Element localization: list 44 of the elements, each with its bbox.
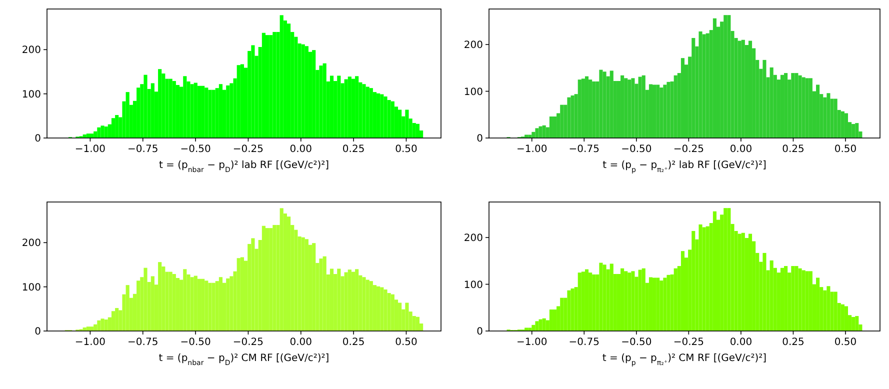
x-tick-label: −0.25 xyxy=(232,337,264,348)
x-tick-label: −0.75 xyxy=(128,144,158,155)
x-tick-label: 0.50 xyxy=(395,144,418,155)
x-tick-label: −0.75 xyxy=(568,144,600,155)
x-tick-label: 0.50 xyxy=(834,144,857,155)
x-tick-label: 0.00 xyxy=(730,144,752,155)
x-axis-title: t = (p$_{p}$ − p$_{π₂⁺}$)² CM RF [(GeV/c²)²] xyxy=(602,353,767,367)
y-tick-label: 200 xyxy=(22,45,41,56)
x-tick-label: −1.00 xyxy=(516,144,548,155)
x-tick-label: −0.25 xyxy=(673,337,704,348)
x-tick-label: 0.25 xyxy=(342,337,365,348)
x-tick-label: 0.25 xyxy=(342,144,365,155)
x-tick-label: −0.50 xyxy=(180,337,211,348)
x-tick-label: −0.75 xyxy=(568,337,600,348)
x-tick-label: 0.50 xyxy=(395,337,418,348)
y-tick-label: 0 xyxy=(34,134,41,144)
x-tick-label: 0.00 xyxy=(730,337,752,348)
x-tick-label: 0.25 xyxy=(782,337,804,348)
y-tick-label: 100 xyxy=(464,86,483,98)
x-tick-label: 0.00 xyxy=(290,144,312,155)
y-tick-label: 200 xyxy=(464,40,483,52)
x-tick-label: 0.00 xyxy=(290,337,312,348)
x-tick-label: −0.25 xyxy=(673,144,704,155)
y-tick-label: 0 xyxy=(476,326,483,338)
x-tick-label: −1.00 xyxy=(74,337,106,348)
x-tick-label: −0.50 xyxy=(180,144,211,155)
x-tick-label: −0.50 xyxy=(621,337,652,348)
x-tick-label: −0.50 xyxy=(621,144,652,155)
y-tick-label: 200 xyxy=(22,238,41,250)
y-tick-label: 100 xyxy=(464,280,483,291)
x-axis-title: t = (p$_{nbar}$ − p$_{D}$)² lab RF [(GeV/c²)²] xyxy=(158,160,330,174)
y-tick-label: 200 xyxy=(464,233,483,244)
y-tick-label: 100 xyxy=(22,89,41,100)
y-tick-label: 0 xyxy=(476,134,483,144)
x-tick-label: −0.75 xyxy=(128,337,158,348)
x-tick-label: −1.00 xyxy=(74,144,106,155)
x-axis-title: t = (p$_{nbar}$ − p$_{D}$)² CM RF [(GeV/c²)²] xyxy=(158,353,330,367)
x-axis-title: t = (p$_{p}$ − p$_{π₂⁺}$)² lab RF [(GeV/c²)²] xyxy=(602,160,766,174)
x-tick-label: −1.00 xyxy=(516,337,548,348)
y-tick-label: 100 xyxy=(22,282,41,294)
y-tick-label: 0 xyxy=(34,326,41,338)
x-tick-label: −0.25 xyxy=(232,144,264,155)
x-tick-label: 0.50 xyxy=(834,337,857,348)
x-tick-label: 0.25 xyxy=(782,144,804,155)
